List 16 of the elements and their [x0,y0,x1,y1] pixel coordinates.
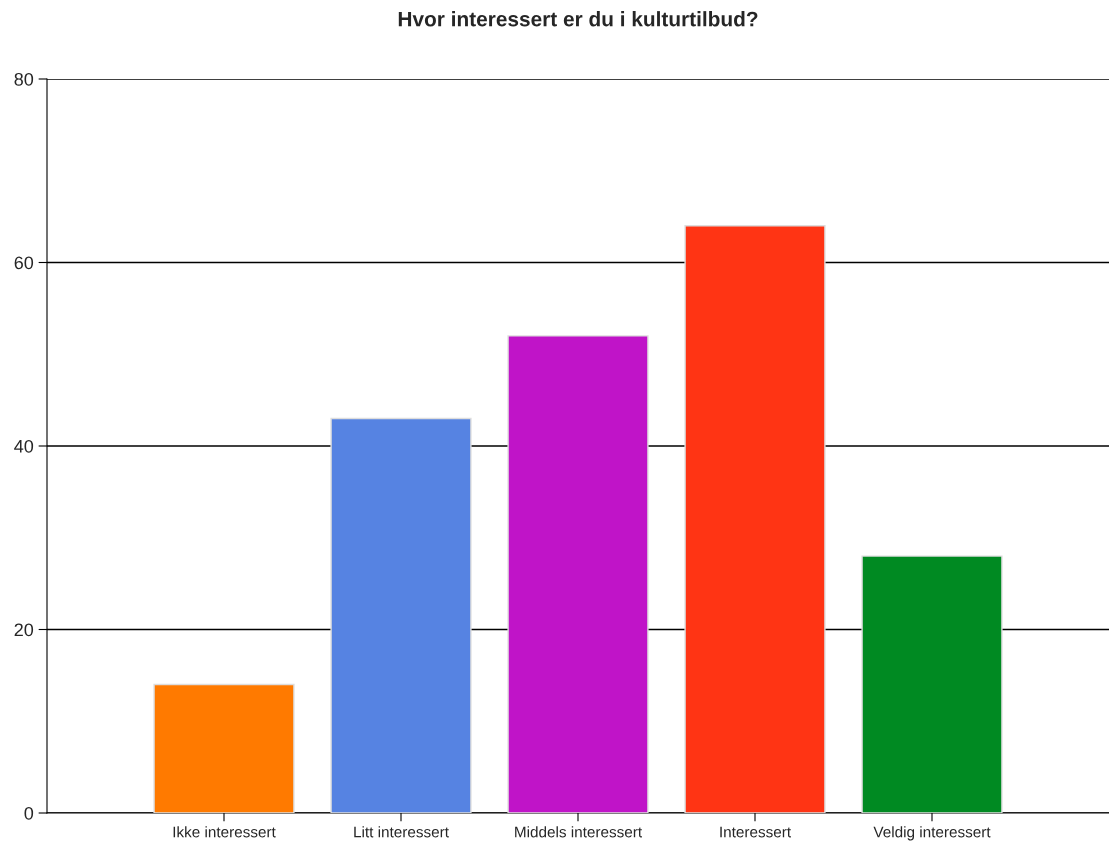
bar [684,225,826,813]
bar [153,683,295,813]
y-tick-label: 20 [14,623,34,637]
y-tick-label: 40 [14,439,34,453]
y-tick-label: 0 [24,806,34,820]
x-tick-label: Veldig interessert [873,826,991,841]
bar [330,417,472,813]
x-tick-label: Interessert [720,826,791,838]
x-tick-label: Middels interessert [515,826,642,838]
x-tick-label: Litt interessert [354,826,449,838]
bar [507,335,649,813]
y-tick-label: 80 [14,72,34,86]
x-tick-label: Ikke interessert [173,826,276,838]
y-tick-label: 60 [14,256,34,270]
chart-title: Hvor interessert er du i kulturtilbud? [398,11,758,27]
bar [861,555,1003,813]
